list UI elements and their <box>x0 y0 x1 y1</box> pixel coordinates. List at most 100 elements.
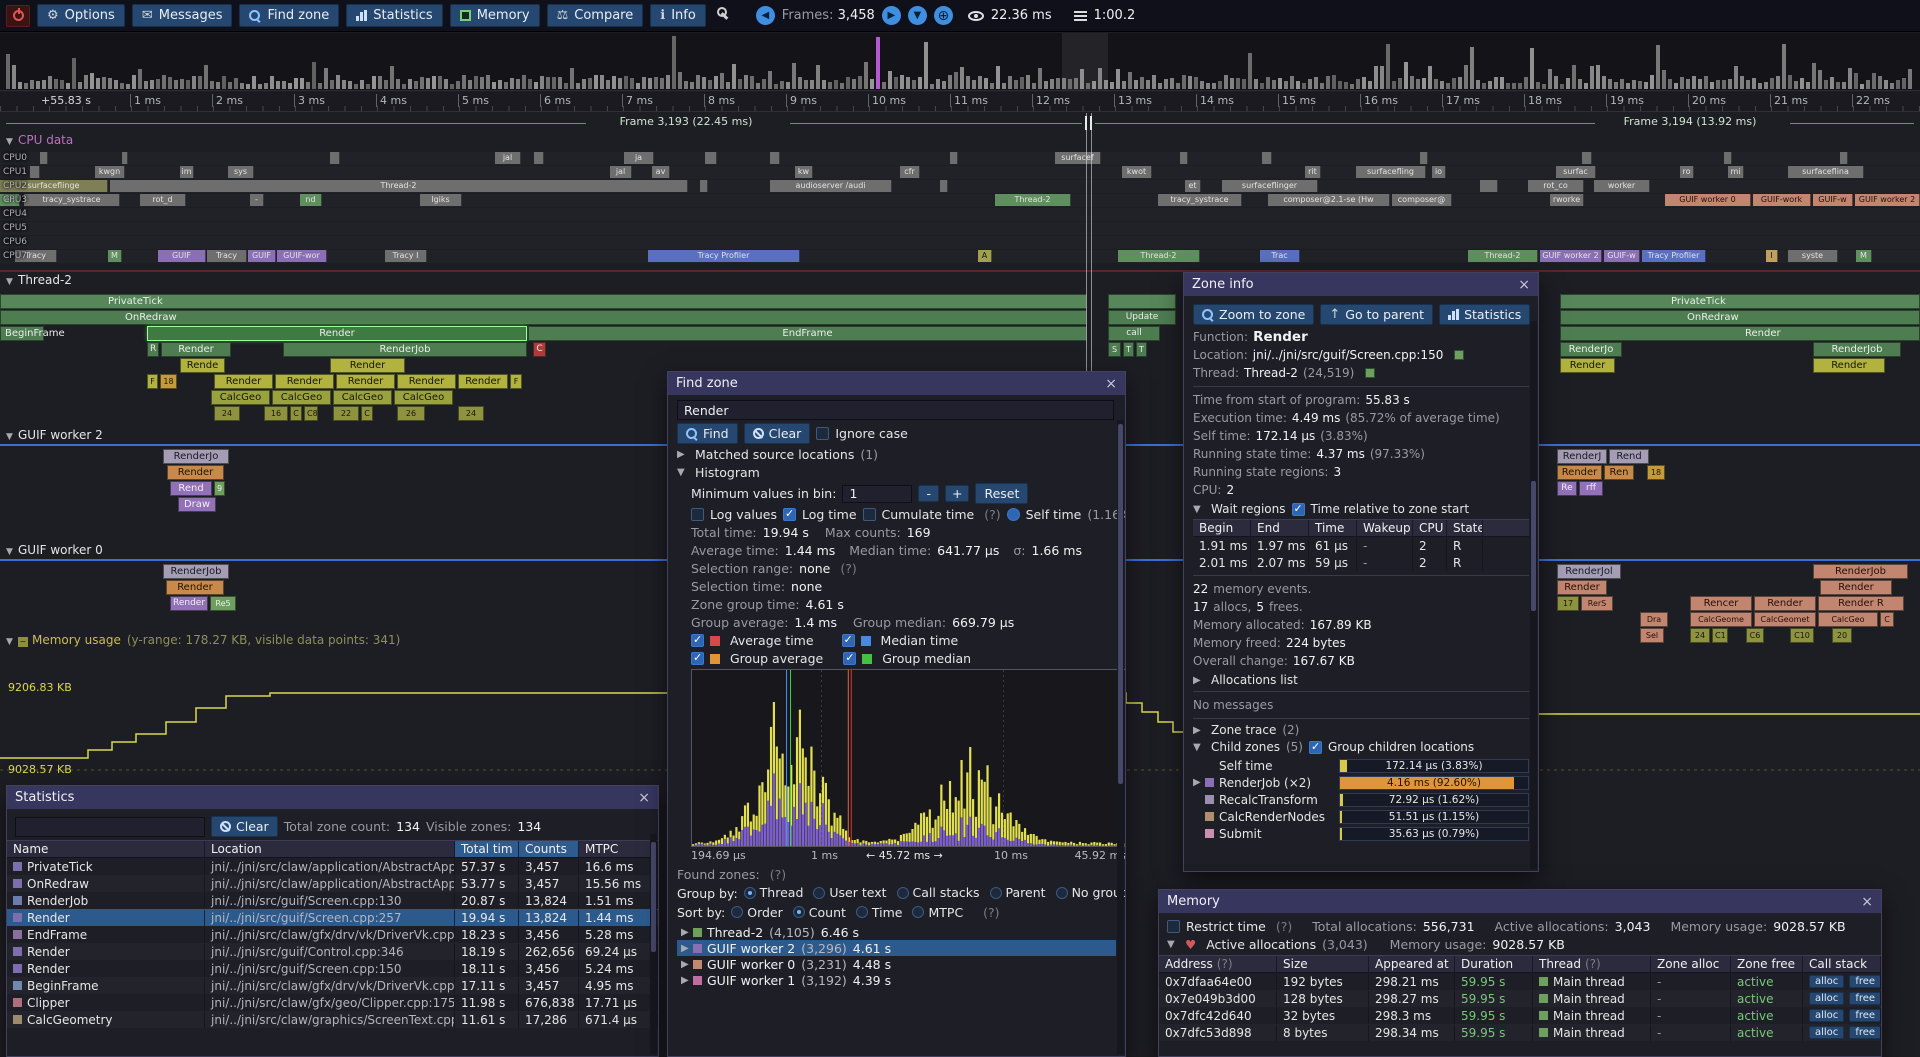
col-name[interactable]: Name <box>7 841 205 857</box>
frame-markers[interactable]: Frame 3,193 (22.45 ms) Frame 3,194 (13.9… <box>0 113 1920 134</box>
find-zone-histogram[interactable] <box>691 669 1125 847</box>
cpu-zone[interactable]: Tracy <box>207 250 247 262</box>
timeline-zone[interactable]: CalcGeo <box>394 390 453 405</box>
close-icon[interactable]: × <box>1861 893 1873 910</box>
timeline-zone[interactable]: Re <box>1557 481 1577 496</box>
timeline-zone[interactable]: 18 <box>160 374 177 389</box>
cpu-zone[interactable]: GUIF worker 2 <box>1540 250 1602 262</box>
cpu-zone[interactable]: et <box>1185 180 1201 192</box>
next-frame-button[interactable]: ▶ <box>881 6 901 25</box>
guif-worker0-header[interactable]: ▼ GUIF worker 0 <box>6 543 103 557</box>
timeline-zone[interactable]: 24 <box>1690 628 1710 643</box>
clear-button[interactable]: Clear <box>743 423 811 444</box>
cpu-zone[interactable]: GUIF-work <box>1753 194 1811 206</box>
statistics-button[interactable]: Statistics <box>346 4 443 27</box>
timeline-zone[interactable]: RenderJo <box>163 449 229 464</box>
compare-button[interactable]: ⚖ Compare <box>546 4 644 27</box>
timeline-zone[interactable]: Draw <box>178 497 216 512</box>
cpu-zone[interactable]: Tracy I <box>385 250 427 262</box>
increment-button[interactable]: + <box>944 485 970 502</box>
power-button[interactable] <box>6 4 30 27</box>
timeline-zone[interactable]: BeginFrame <box>0 326 65 341</box>
timeline-zone[interactable]: T <box>1136 342 1147 357</box>
memory-usage-header[interactable]: ▼ ~ Memory usage (y-range: 178.27 KB, visib… <box>6 633 401 647</box>
zone-thread[interactable]: Thread-2 <box>1244 366 1298 380</box>
min-values-input[interactable] <box>842 484 913 503</box>
memory-button[interactable]: Memory <box>449 4 540 27</box>
cpu-zone[interactable]: worker <box>1594 180 1650 192</box>
timeline-zone[interactable]: CalcGeo <box>272 390 331 405</box>
cpu-zone[interactable]: im <box>180 166 194 178</box>
cpu-zone[interactable]: Tracy <box>15 250 57 262</box>
alloc-callstack-button[interactable]: alloc <box>1809 1026 1845 1039</box>
timeline-zone[interactable]: call <box>1108 326 1160 341</box>
timeline-zone[interactable]: RenderJob <box>1813 342 1901 357</box>
statistics-titlebar[interactable]: Statistics × <box>7 786 658 809</box>
stats-row[interactable]: BeginFrame jni/../jni/src/claw/gfx/drv/vk… <box>7 977 658 994</box>
timeline-zone[interactable]: Render R <box>1818 596 1904 611</box>
timeline-zone[interactable]: RenderJol <box>1557 564 1621 579</box>
self-time-checkbox[interactable] <box>1006 508 1020 521</box>
go-to-parent-button[interactable]: ↑ Go to parent <box>1320 304 1434 325</box>
child-zone-row[interactable]: Self time 172.14 μs (3.83%) <box>1193 757 1529 774</box>
timeline-zone[interactable]: RenderJ <box>1557 449 1607 464</box>
scrollbar[interactable] <box>1117 420 1124 1054</box>
col-duration[interactable]: Duration <box>1455 956 1533 972</box>
cpu-zone[interactable]: I <box>1766 250 1778 262</box>
log-time-checkbox[interactable] <box>782 507 796 521</box>
timeline-zone[interactable]: CalcGeomet <box>1754 612 1816 627</box>
free-callstack-button[interactable]: free <box>1849 1009 1880 1022</box>
zone-info-titlebar[interactable]: Zone info × <box>1184 273 1538 296</box>
cpu-zone[interactable]: M <box>1856 250 1872 262</box>
allocation-row[interactable]: 0x7dfaa64e00 192 bytes 298.21 ms 59.95 s Mai… <box>1159 973 1881 990</box>
zone-location[interactable]: jni/../jni/src/guif/Screen.cpp:150 <box>1252 348 1444 362</box>
radio-no-groupi[interactable]: No groupi <box>1055 885 1125 900</box>
find-zone-titlebar[interactable]: Find zone × <box>668 372 1125 395</box>
timeline-zone[interactable]: 18 <box>1647 465 1665 480</box>
timeline-zone[interactable]: Render <box>214 374 273 389</box>
thread2-header[interactable]: ▼ Thread-2 <box>6 273 72 287</box>
timeline-zone[interactable]: C <box>533 342 546 357</box>
cpu-zone[interactable]: A <box>978 250 992 262</box>
timeline-zone[interactable]: OnRedraw <box>0 310 1087 325</box>
time-relative-checkbox[interactable] <box>1291 502 1305 516</box>
timeline-zone[interactable]: 22 <box>333 406 359 421</box>
prev-frame-button[interactable]: ◀ <box>755 6 775 25</box>
timeline-zone[interactable]: R <box>147 342 159 357</box>
col-zone-free[interactable]: Zone free <box>1731 956 1803 972</box>
cpu-zone[interactable] <box>1480 180 1498 192</box>
filter-zones-input[interactable] <box>15 816 205 837</box>
radio-mtpc[interactable]: MTPC <box>912 905 963 920</box>
timeline-zone[interactable]: Render <box>1754 596 1816 611</box>
cpu-zone[interactable]: surfaceflina <box>1788 166 1864 178</box>
close-icon[interactable]: × <box>1518 276 1530 293</box>
histogram-section[interactable]: ▼ Histogram <box>677 465 760 480</box>
zoom-down-button[interactable]: ▼ <box>907 6 927 25</box>
timeline-zone[interactable]: CalcGeo <box>333 390 392 405</box>
timeline-zone[interactable]: Re5 <box>210 596 236 611</box>
col-call-stack[interactable]: Call stack <box>1803 956 1881 972</box>
timeline-zone[interactable]: Rencer <box>1690 596 1752 611</box>
timeline-zone[interactable]: Render <box>336 374 395 389</box>
timeline-zone[interactable]: EndFrame <box>528 326 1087 341</box>
timeline-zone[interactable]: C <box>290 406 302 421</box>
zoom-to-zone-button[interactable]: Zoom to zone <box>1193 304 1315 325</box>
cpu-zone[interactable]: GUIF <box>248 250 276 262</box>
cpu-zone[interactable]: ja <box>624 152 654 164</box>
timeline-zone[interactable]: Dra <box>1640 612 1668 627</box>
stats-row[interactable]: Clipper jni/../jni/src/claw/gfx/geo/Clipp… <box>7 994 658 1011</box>
zone-group-row[interactable]: ▶ Thread-2 (4,105) 6.46 s <box>681 924 860 940</box>
cpu-zone[interactable]: jal <box>610 166 632 178</box>
stats-row[interactable]: OnRedraw jni/../jni/src/claw/application/… <box>7 875 658 892</box>
timeline-zone[interactable]: Ren <box>1604 465 1634 480</box>
alloc-callstack-button[interactable]: alloc <box>1809 992 1845 1005</box>
cpu-zone[interactable]: cfr <box>900 166 920 178</box>
timeline-zone[interactable]: C <box>1880 612 1894 627</box>
alloc-callstack-button[interactable]: alloc <box>1809 975 1845 988</box>
stats-row[interactable]: CalcGeometry jni/../jni/src/claw/graphics… <box>7 1011 658 1028</box>
col-mtpc[interactable]: MTPC <box>579 841 658 857</box>
stats-row[interactable]: Render jni/../jni/src/guif/Screen.cpp:257… <box>7 909 658 926</box>
cpu-zone[interactable]: rot_d <box>140 194 186 206</box>
zone-group-row[interactable]: ▶ GUIF worker 1 (3,192) 4.39 s <box>681 972 892 988</box>
cpu-zone[interactable]: GUIF-w <box>1604 250 1640 262</box>
